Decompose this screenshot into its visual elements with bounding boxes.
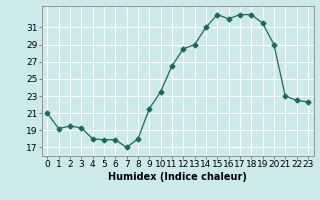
X-axis label: Humidex (Indice chaleur): Humidex (Indice chaleur) bbox=[108, 172, 247, 182]
